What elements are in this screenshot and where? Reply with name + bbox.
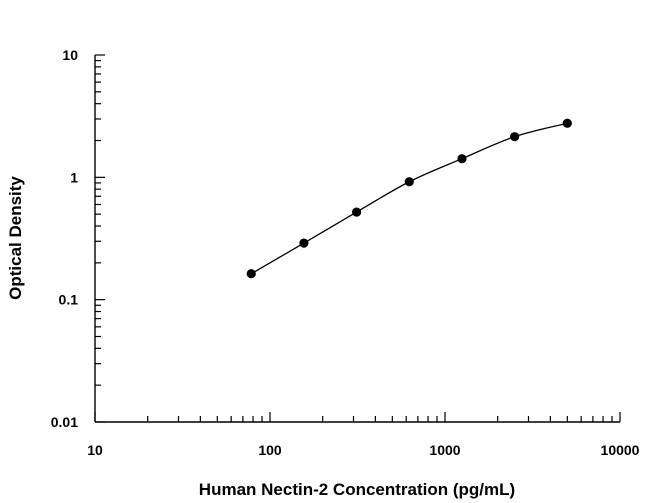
data-point xyxy=(404,177,414,187)
data-points xyxy=(246,118,572,279)
y-tick-label: 0.1 xyxy=(59,292,79,308)
data-point xyxy=(299,238,309,248)
x-minor-ticks xyxy=(94,412,621,422)
data-point xyxy=(351,207,362,217)
fit-curve xyxy=(250,122,568,275)
x-tick-label: 100 xyxy=(258,442,282,458)
data-point xyxy=(562,118,572,128)
y-tick-label: 0.01 xyxy=(51,414,78,430)
data-point xyxy=(510,132,520,142)
x-tick-labels: 10 100 1000 10000 xyxy=(87,442,639,458)
y-tick-labels: 0.01 0.1 1 10 xyxy=(51,47,78,430)
data-point xyxy=(246,269,256,279)
data-point xyxy=(457,154,467,164)
x-tick-label: 10 xyxy=(87,442,103,458)
x-axis-title: Human Nectin-2 Concentration (pg/mL) xyxy=(199,480,515,499)
x-tick-label: 1000 xyxy=(429,442,460,458)
y-axis-title: Optical Density xyxy=(6,176,25,300)
y-minor-ticks xyxy=(95,54,105,423)
y-tick-label: 1 xyxy=(70,169,78,185)
x-tick-label: 10000 xyxy=(601,442,640,458)
y-tick-label: 10 xyxy=(62,47,78,63)
